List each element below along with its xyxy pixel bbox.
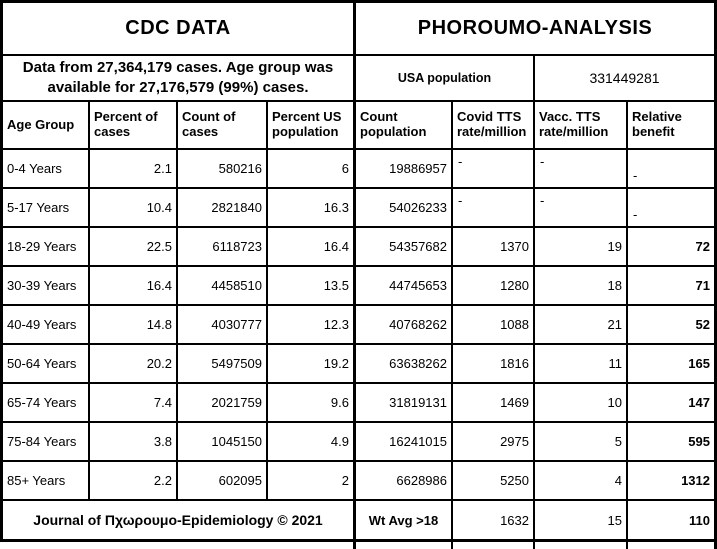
wt-avg-label: Wt Avg >18 bbox=[356, 501, 453, 539]
covid-tts-cell: 1088 bbox=[453, 306, 535, 345]
relative-benefit-cell: 1312 bbox=[628, 462, 714, 501]
col-header-covid-tts-rate: Covid TTS rate/million bbox=[453, 102, 535, 150]
vacc-tts-cell: - bbox=[535, 189, 628, 228]
covid-tts-cell: - bbox=[453, 150, 535, 189]
count-cases-cell: 6118723 bbox=[178, 228, 268, 267]
age-group-cell: 85+ Years bbox=[3, 462, 90, 501]
percent-us-cell: 16.3 bbox=[268, 189, 356, 228]
usa-population-label: USA population bbox=[356, 56, 535, 102]
age-group-cell: 65-74 Years bbox=[3, 384, 90, 423]
percent-cases-cell: 10.4 bbox=[90, 189, 178, 228]
col-header-count-population: Count population bbox=[356, 102, 453, 150]
covid-tts-cell: - bbox=[453, 189, 535, 228]
percent-cases-cell: 22.5 bbox=[90, 228, 178, 267]
gridline bbox=[626, 542, 628, 549]
vacc-tts-cell: 18 bbox=[535, 267, 628, 306]
count-cases-cell: 2821840 bbox=[178, 189, 268, 228]
col-header-age-group: Age Group bbox=[3, 102, 90, 150]
percent-us-cell: 16.4 bbox=[268, 228, 356, 267]
wt-avg-relative-benefit-cell: 110 bbox=[689, 512, 710, 528]
percent-cases-cell: 14.8 bbox=[90, 306, 178, 345]
covid-tts-cell: 1469 bbox=[453, 384, 535, 423]
vacc-tts-cell: 21 bbox=[535, 306, 628, 345]
count-cases-cell: 2021759 bbox=[178, 384, 268, 423]
gridline-continuation-strip bbox=[0, 542, 717, 549]
count-population-cell: 31819131 bbox=[356, 384, 453, 423]
covid-tts-cell: 1370 bbox=[453, 228, 535, 267]
journal-credit: Journal of Πχωρουμο-Epidemiology © 2021 bbox=[3, 501, 356, 539]
vacc-tts-cell: 4 bbox=[535, 462, 628, 501]
relative-benefit-cell: 147 bbox=[628, 384, 714, 423]
col-header-vacc-tts-rate: Vacc. TTS rate/million bbox=[535, 102, 628, 150]
count-cases-cell: 4030777 bbox=[178, 306, 268, 345]
count-population-cell: 63638262 bbox=[356, 345, 453, 384]
covid-tts-cell: 1280 bbox=[453, 267, 535, 306]
relative-benefit-cell: 595 bbox=[628, 423, 714, 462]
percent-cases-cell: 3.8 bbox=[90, 423, 178, 462]
age-group-cell: 75-84 Years bbox=[3, 423, 90, 462]
usa-population-value: 331449281 bbox=[535, 56, 714, 102]
vacc-tts-cell: 19 bbox=[535, 228, 628, 267]
age-group-cell: 0-4 Years bbox=[3, 150, 90, 189]
wt-avg-covid-tts-cell: 1632 bbox=[453, 501, 535, 539]
age-group-cell: 18-29 Years bbox=[3, 228, 90, 267]
count-cases-cell: 5497509 bbox=[178, 345, 268, 384]
percent-us-cell: 2 bbox=[268, 462, 356, 501]
gridline bbox=[533, 542, 535, 549]
covid-tts-cell: 1816 bbox=[453, 345, 535, 384]
age-group-cell: 5-17 Years bbox=[3, 189, 90, 228]
count-population-cell: 6628986 bbox=[356, 462, 453, 501]
percent-us-cell: 4.9 bbox=[268, 423, 356, 462]
relative-benefit-cell: - bbox=[628, 150, 714, 189]
relative-benefit-cell: 71 bbox=[628, 267, 714, 306]
count-cases-cell: 4458510 bbox=[178, 267, 268, 306]
count-population-cell: 54026233 bbox=[356, 189, 453, 228]
col-header-relative-benefit: Relative benefit bbox=[628, 102, 714, 150]
vacc-tts-cell: 10 bbox=[535, 384, 628, 423]
percent-us-cell: 9.6 bbox=[268, 384, 356, 423]
gridline bbox=[451, 542, 453, 549]
percent-us-cell: 19.2 bbox=[268, 345, 356, 384]
age-group-cell: 50-64 Years bbox=[3, 345, 90, 384]
percent-us-cell: 13.5 bbox=[268, 267, 356, 306]
count-population-cell: 19886957 bbox=[356, 150, 453, 189]
relative-benefit-cell: 72 bbox=[628, 228, 714, 267]
percent-cases-cell: 7.4 bbox=[90, 384, 178, 423]
percent-us-cell: 12.3 bbox=[268, 306, 356, 345]
vacc-tts-cell: 11 bbox=[535, 345, 628, 384]
count-cases-cell: 580216 bbox=[178, 150, 268, 189]
count-population-cell: 44745653 bbox=[356, 267, 453, 306]
count-population-cell: 16241015 bbox=[356, 423, 453, 462]
count-cases-cell: 602095 bbox=[178, 462, 268, 501]
col-header-percent-cases: Percent of cases bbox=[90, 102, 178, 150]
percent-us-cell: 6 bbox=[268, 150, 356, 189]
age-group-cell: 30-39 Years bbox=[3, 267, 90, 306]
age-group-cell: 40-49 Years bbox=[3, 306, 90, 345]
divider-line bbox=[353, 542, 356, 549]
count-cases-cell: 1045150 bbox=[178, 423, 268, 462]
gridline bbox=[714, 542, 717, 549]
percent-cases-cell: 2.2 bbox=[90, 462, 178, 501]
vacc-tts-cell: 5 bbox=[535, 423, 628, 462]
percent-cases-cell: 16.4 bbox=[90, 267, 178, 306]
wt-avg-vacc-tts-cell: 15 bbox=[535, 501, 628, 539]
percent-cases-cell: 2.1 bbox=[90, 150, 178, 189]
covid-tts-cell: 2975 bbox=[453, 423, 535, 462]
vacc-tts-cell: - bbox=[535, 150, 628, 189]
col-header-count-cases: Count of cases bbox=[178, 102, 268, 150]
covid-tts-cell: 5250 bbox=[453, 462, 535, 501]
cdc-data-note: Data from 27,364,179 cases. Age group wa… bbox=[3, 56, 356, 102]
cdc-section-title: CDC DATA bbox=[3, 3, 356, 56]
relative-benefit-cell: 165 bbox=[628, 345, 714, 384]
percent-cases-cell: 20.2 bbox=[90, 345, 178, 384]
col-header-percent-us-population: Percent US population bbox=[268, 102, 356, 150]
count-population-cell: 40768262 bbox=[356, 306, 453, 345]
count-population-cell: 54357682 bbox=[356, 228, 453, 267]
relative-benefit-cell: 52 bbox=[628, 306, 714, 345]
relative-benefit-cell: - bbox=[628, 189, 714, 228]
phoroumo-section-title: PHOROUMO-ANALYSIS bbox=[356, 3, 714, 56]
